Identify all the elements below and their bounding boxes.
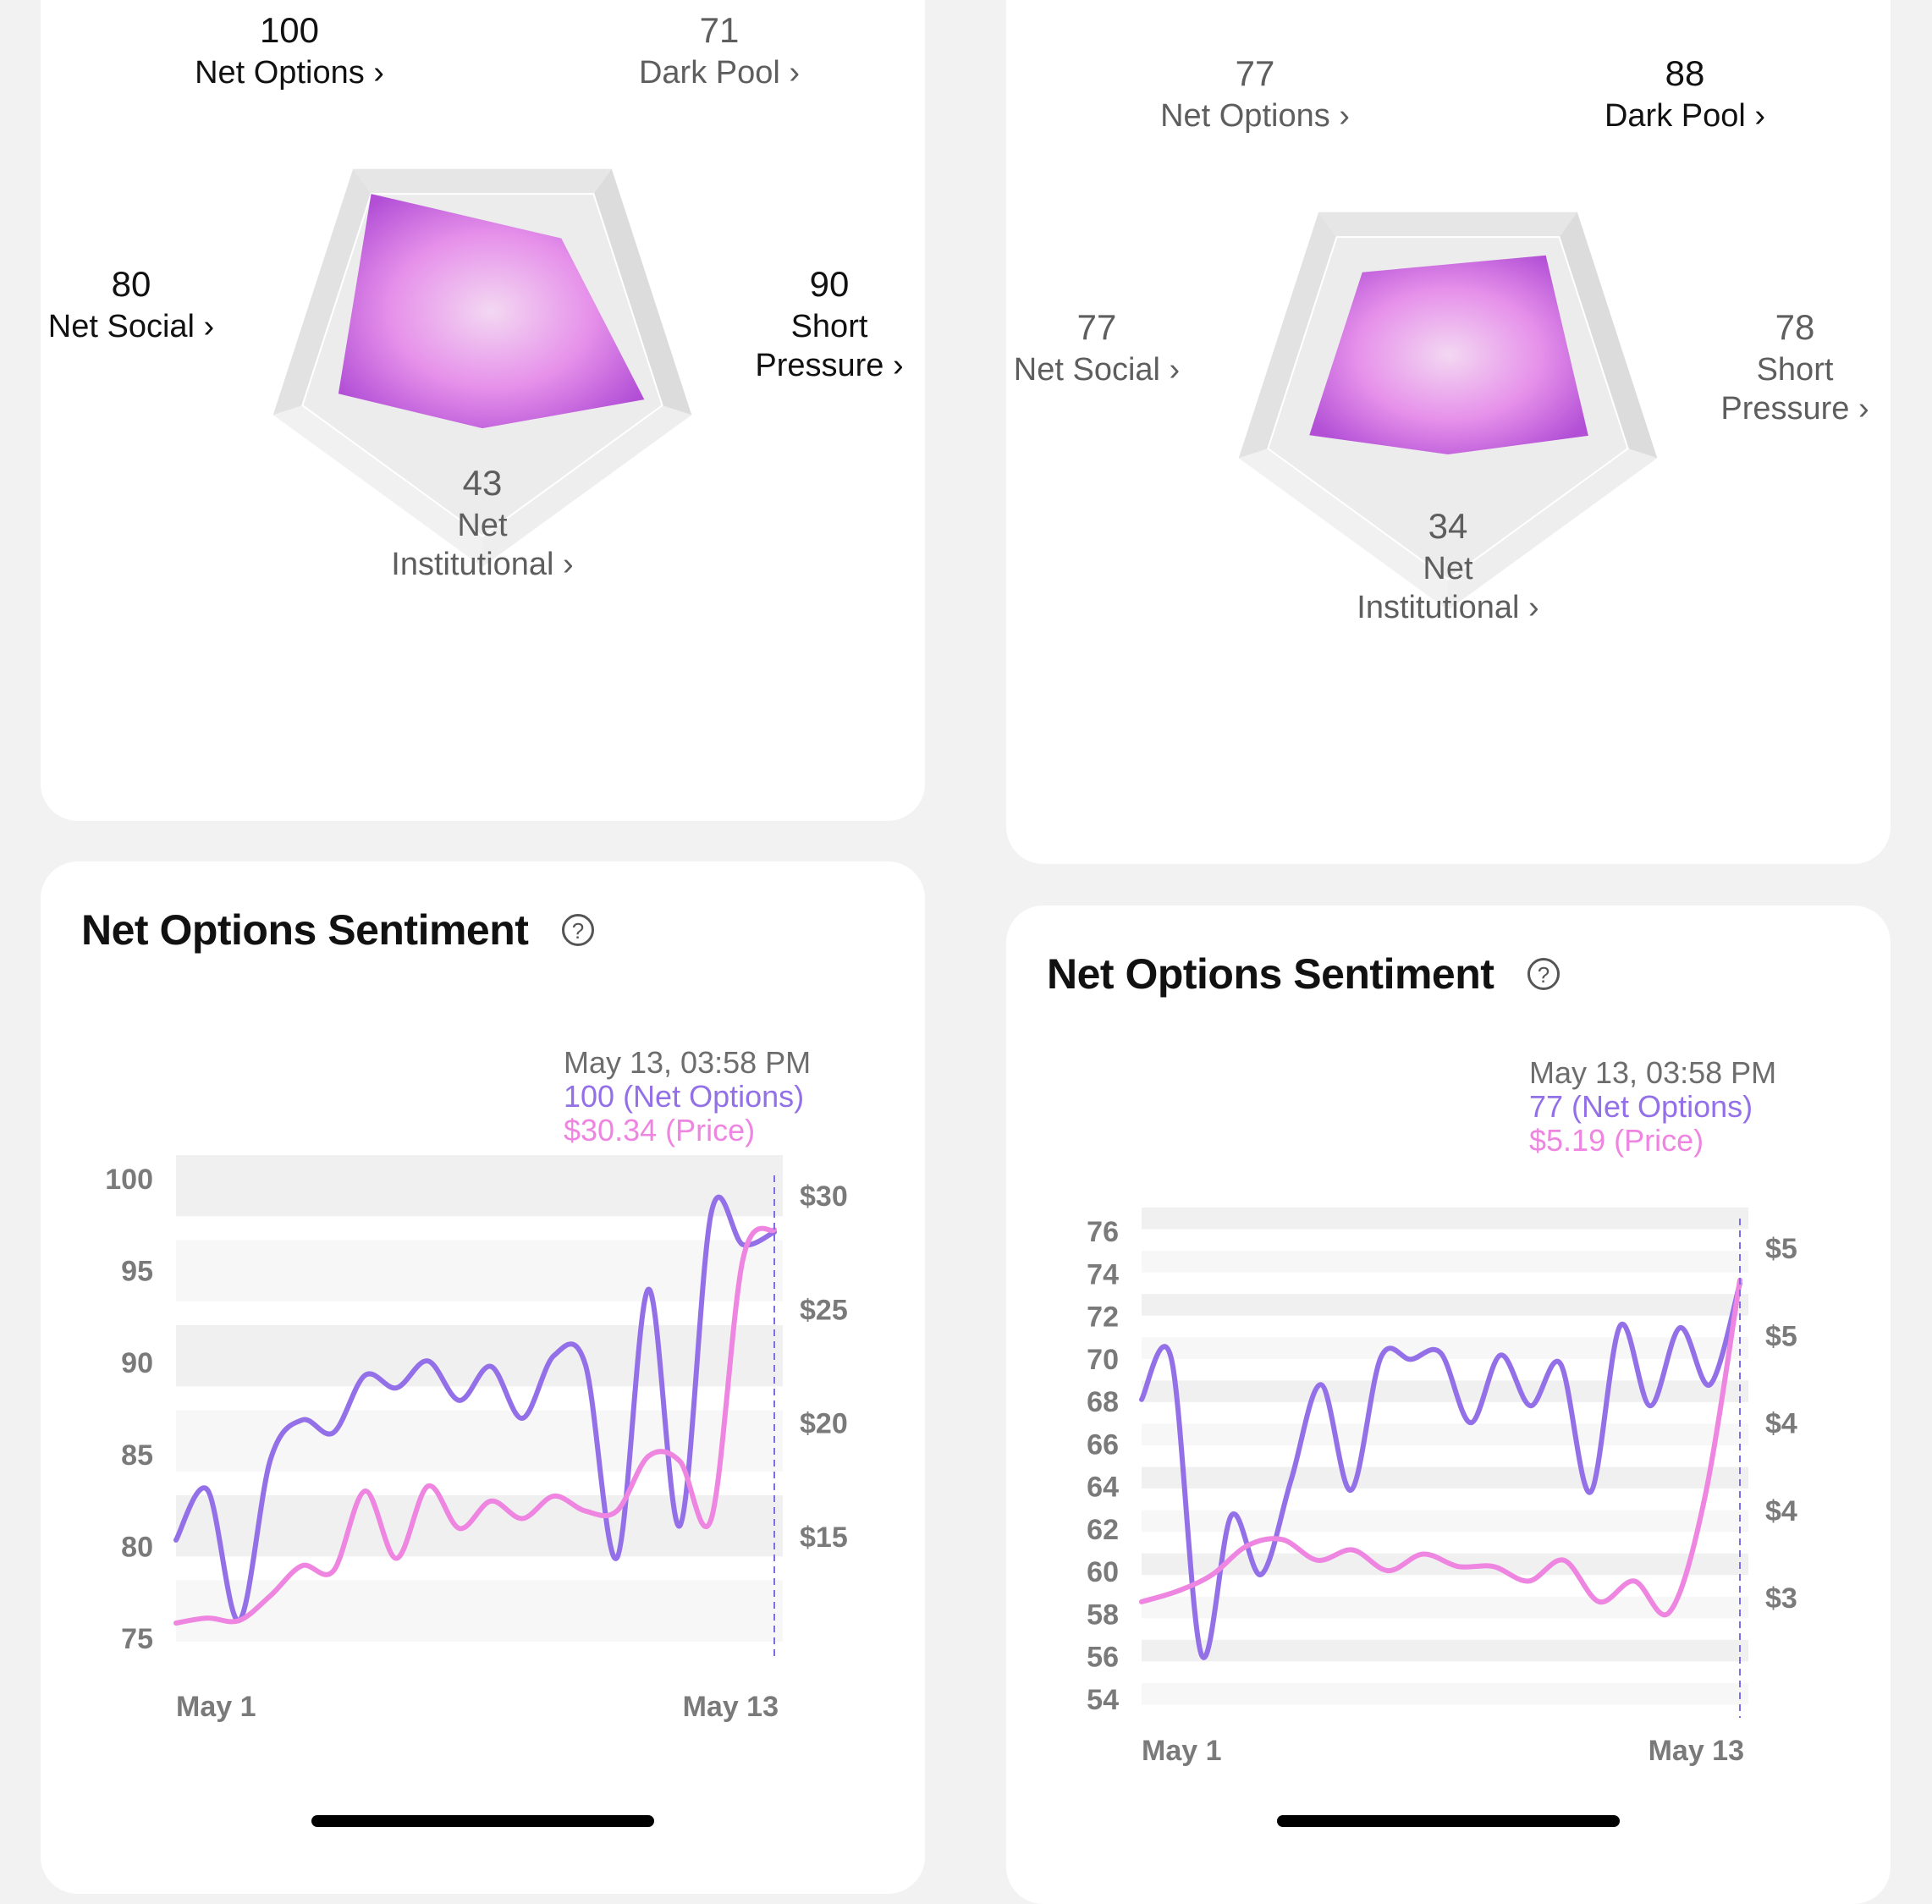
radar-value-short_pressure: 78 xyxy=(1775,307,1815,347)
series-line-price xyxy=(173,1225,777,1626)
left-tick-label: 58 xyxy=(1087,1599,1119,1631)
radar-card-left: 100 Net Options › 71 Dark Pool › 90 Short Pres… xyxy=(41,0,925,821)
radar-value-net_options: 100 xyxy=(260,10,319,50)
series-line-price xyxy=(1139,1277,1742,1618)
radar-label-net_social: Net Social › xyxy=(48,309,214,344)
right-tick-label: $25 xyxy=(800,1294,848,1326)
right-tick-label: $5 xyxy=(1765,1233,1797,1265)
right-tick-label: $3 xyxy=(1765,1582,1797,1615)
right-tick-label: $20 xyxy=(800,1408,848,1440)
tooltip-price: $30.34 (Price) xyxy=(564,1113,755,1147)
grid-band xyxy=(1142,1251,1748,1273)
home-indicator[interactable] xyxy=(1277,1815,1620,1827)
grid-band xyxy=(1142,1423,1748,1445)
x-tick-label: May 1 xyxy=(176,1691,256,1723)
radar-value-net_social: 77 xyxy=(1077,307,1117,347)
grid-band xyxy=(176,1155,783,1217)
right-tick-label: $15 xyxy=(800,1522,848,1554)
right-tick-label: $5 xyxy=(1765,1320,1797,1352)
radar-label-net_options: Net Options › xyxy=(1160,98,1350,134)
radar-label-short_pressure: Pressure › xyxy=(1720,391,1869,426)
radar-chart: 100 Net Options › 71 Dark Pool › 90 Short Pres… xyxy=(48,10,904,582)
grid-band xyxy=(176,1240,783,1301)
x-tick-label: May 13 xyxy=(683,1691,779,1723)
grid-band xyxy=(1142,1596,1748,1619)
radar-label-short_pressure: Short xyxy=(791,309,868,344)
tooltip-net-options: 100 (Net Options) xyxy=(564,1079,804,1114)
radar-value-net_institutional: 43 xyxy=(463,463,503,503)
left-tick-label: 56 xyxy=(1087,1642,1119,1674)
left-tick-label: 75 xyxy=(121,1623,153,1655)
radar-value-dark_pool: 71 xyxy=(700,10,740,50)
left-tick-label: 60 xyxy=(1087,1556,1119,1588)
left-tick-label: 95 xyxy=(121,1256,153,1288)
radar-label-net_institutional: Institutional › xyxy=(1357,590,1538,625)
grid-band xyxy=(1142,1639,1748,1662)
radar-value-area xyxy=(338,194,645,429)
radar-label-net_institutional: Institutional › xyxy=(391,547,573,582)
radar-value-dark_pool: 88 xyxy=(1665,53,1705,93)
left-tick-label: 54 xyxy=(1087,1684,1119,1716)
grid-band xyxy=(1142,1467,1748,1489)
radar-card-right: 77 Net Options › 88 Dark Pool › 78 Short Press… xyxy=(1006,0,1891,864)
question-circle-icon[interactable]: ? xyxy=(562,914,594,946)
left-tick-label: 66 xyxy=(1087,1428,1119,1461)
radar-label-net_social: Net Social › xyxy=(1014,352,1180,388)
left-tick-label: 90 xyxy=(121,1347,153,1379)
grid-band xyxy=(1142,1294,1748,1316)
left-tick-label: 100 xyxy=(105,1164,153,1196)
left-tick-label: 74 xyxy=(1087,1258,1119,1290)
radar-value-short_pressure: 90 xyxy=(810,264,850,304)
tooltip-date: May 13, 03:58 PM xyxy=(1529,1055,1776,1090)
tooltip-net-options: 77 (Net Options) xyxy=(1529,1089,1753,1124)
x-tick-label: May 1 xyxy=(1142,1735,1222,1767)
left-tick-label: 68 xyxy=(1087,1386,1119,1418)
tooltip-date: May 13, 03:58 PM xyxy=(564,1045,811,1080)
card-title: Net Options Sentiment xyxy=(1047,950,1494,998)
sentiment-card-left: Net Options Sentiment ? 100 95 90 85 80 75 $30… xyxy=(41,861,925,1894)
radar-label-dark_pool: Dark Pool › xyxy=(1604,98,1765,134)
radar-label-dark_pool: Dark Pool › xyxy=(639,55,800,91)
radar-chart: 77 Net Options › 88 Dark Pool › 78 ShortPress… xyxy=(1014,53,1869,625)
right-tick-label: $30 xyxy=(800,1180,848,1213)
radar-value-net_options: 77 xyxy=(1236,53,1275,93)
right-tick-label: $4 xyxy=(1765,1495,1797,1527)
grid-band xyxy=(1142,1682,1748,1705)
right-tick-label: $4 xyxy=(1765,1408,1797,1440)
home-indicator[interactable] xyxy=(311,1815,654,1827)
left-tick-label: 64 xyxy=(1087,1472,1119,1504)
grid-band xyxy=(176,1495,783,1557)
radar-value-net_social: 80 xyxy=(112,264,151,304)
radar-label-net_institutional: Net xyxy=(457,508,508,543)
sentiment-card-right: Net Options Sentiment ? 76 74 72 70 68 66 64 62… xyxy=(1006,905,1891,1904)
radar-label-net_institutional: Net xyxy=(1423,551,1473,586)
left-tick-label: 72 xyxy=(1087,1301,1119,1334)
grid-band xyxy=(176,1580,783,1642)
series-line-net_options xyxy=(173,1194,777,1624)
left-tick-label: 85 xyxy=(121,1439,153,1472)
net-options-chart: 76 74 72 70 68 66 64 62 60 58 56 54 $5 $5 $4 $4 $3 May 1 M… xyxy=(1087,1055,1797,1767)
left-tick-label: 62 xyxy=(1087,1514,1119,1546)
radar-value-net_institutional: 34 xyxy=(1428,506,1468,546)
question-circle-icon[interactable]: ? xyxy=(1527,958,1560,990)
grid-band xyxy=(1142,1208,1748,1230)
net-options-chart: 100 95 90 85 80 75 $30 $25 $20 $15 May 1 May 13 May … xyxy=(105,1045,848,1723)
left-tick-label: 70 xyxy=(1087,1344,1119,1376)
radar-label-short_pressure: Short xyxy=(1757,352,1834,388)
x-tick-label: May 13 xyxy=(1649,1735,1744,1767)
radar-value-area xyxy=(1309,255,1588,455)
radar-label-short_pressure: Pressure › xyxy=(755,348,903,383)
card-title: Net Options Sentiment xyxy=(81,906,529,954)
left-tick-label: 80 xyxy=(121,1531,153,1563)
tooltip-price: $5.19 (Price) xyxy=(1529,1123,1704,1158)
left-tick-label: 76 xyxy=(1087,1216,1119,1248)
radar-label-net_options: Net Options › xyxy=(195,55,384,91)
